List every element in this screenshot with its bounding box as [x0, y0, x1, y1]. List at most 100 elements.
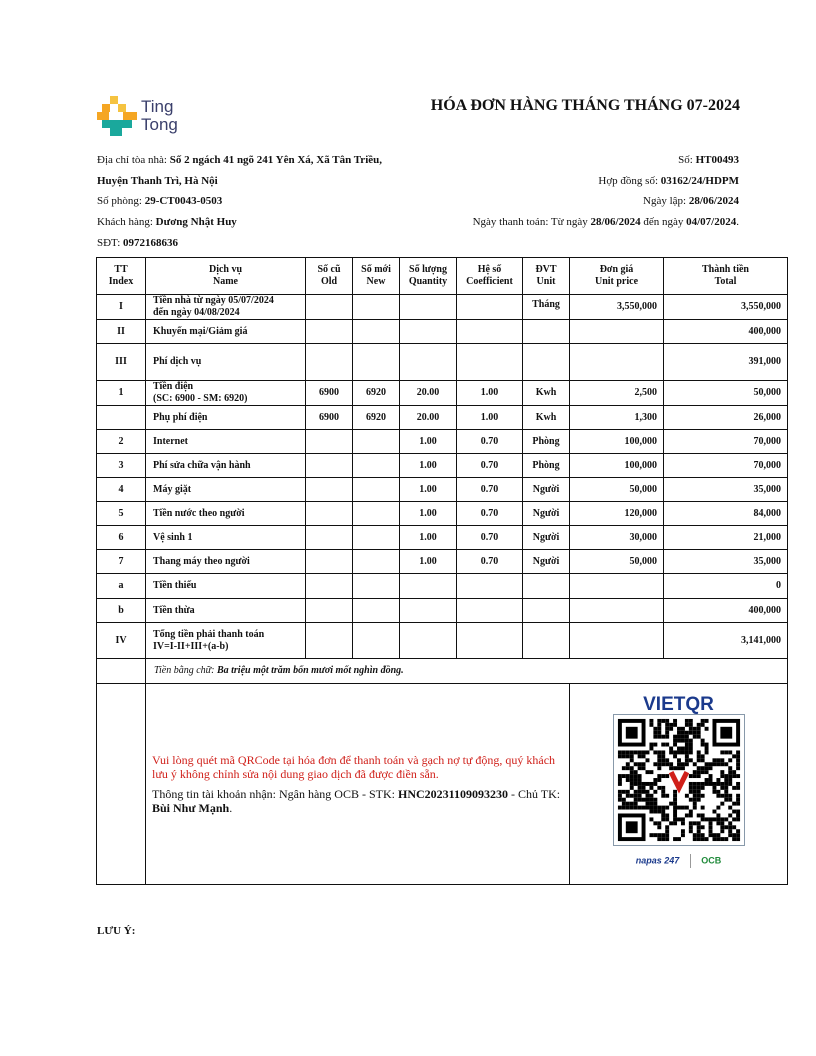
table-cell — [305, 319, 353, 344]
words-value: Ba triệu một trăm bốn mươi mốt nghìn đồn… — [216, 665, 404, 676]
room-value: 29-CT0043-0503 — [144, 195, 223, 207]
table-cell — [399, 294, 457, 320]
words-label: Tiền bằng chữ: — [154, 665, 217, 676]
period: . — [736, 216, 739, 228]
table-cell — [456, 343, 523, 381]
label: Hợp đồng số: — [598, 175, 661, 187]
table-cell — [352, 573, 400, 599]
table-cell: 35,000 — [663, 477, 788, 502]
table-cell — [305, 525, 353, 550]
table-cell — [305, 598, 353, 623]
table-cell: 70,000 — [663, 429, 788, 454]
table-cell: 120,000 — [569, 501, 664, 526]
table-cell: Phòng — [522, 429, 570, 454]
table-cell — [456, 573, 523, 599]
table-cell: 391,000 — [663, 343, 788, 381]
table-cell — [352, 453, 400, 478]
table-row: 4 Máy giặt 1.00 0.70 Người 50,000 35,000 — [96, 477, 788, 502]
note-heading: LƯU Ý: — [97, 925, 136, 937]
table-cell: 20.00 — [399, 405, 457, 430]
table-cell — [399, 319, 457, 344]
table-cell — [569, 343, 664, 381]
table-cell: Khuyến mại/Giảm giá — [145, 319, 306, 344]
table-cell — [399, 622, 457, 659]
table-cell: I — [96, 294, 146, 320]
table-cell: 0.70 — [456, 501, 523, 526]
table-cell: Tiền nhà từ ngày 05/07/2024 đến ngày 04/… — [145, 294, 306, 320]
table-cell — [456, 319, 523, 344]
divider — [689, 853, 691, 868]
label: - Chủ TK: — [508, 787, 561, 801]
table-row: b Tiền thừa 400,000 — [96, 598, 788, 623]
payment-row: Vui lòng quét mã QRCode tại hóa đơn để t… — [96, 683, 788, 885]
table-cell: Internet — [145, 429, 306, 454]
table-cell — [352, 343, 400, 381]
column-header: Số lượng Quantity — [399, 257, 457, 295]
column-header: Đơn giá Unit price — [569, 257, 664, 295]
table-cell: 1.00 — [456, 380, 523, 406]
table-cell: 100,000 — [569, 453, 664, 478]
invoice-number: HT00493 — [695, 154, 739, 166]
qr-code[interactable] — [612, 713, 745, 846]
table-cell: II — [96, 319, 146, 344]
table-cell — [305, 453, 353, 478]
logo-text-1: Ting — [141, 97, 174, 116]
table-cell: 1.00 — [456, 405, 523, 430]
table-cell — [569, 622, 664, 659]
table-cell: Người — [522, 525, 570, 550]
table-cell: Tiền nước theo người — [145, 501, 306, 526]
phone-value: 0972168636 — [123, 237, 179, 249]
table-cell — [399, 573, 457, 599]
table-cell — [96, 405, 146, 430]
created-date: 28/06/2024 — [688, 195, 739, 207]
table-cell — [522, 319, 570, 344]
table-cell: 6920 — [352, 380, 400, 406]
table-cell: Vệ sinh 1 — [145, 525, 306, 550]
table-cell: 70,000 — [663, 453, 788, 478]
table-cell: 1.00 — [399, 501, 457, 526]
table-cell: 4 — [96, 477, 146, 502]
invoice-title: HÓA ĐƠN HÀNG THÁNG THÁNG 07-2024 — [430, 97, 740, 114]
table-cell: 30,000 — [569, 525, 664, 550]
invoice-table: TT Index Dịch vụ Name Số cũ Old Số mới New Số lư… — [96, 257, 788, 885]
table-cell: Kwh — [522, 380, 570, 406]
logo-mark-icon — [97, 96, 137, 136]
contract-number: 03162/24/HDPM — [660, 175, 739, 187]
table-cell: 0.70 — [456, 453, 523, 478]
table-cell: 1.00 — [399, 429, 457, 454]
table-cell: 3 — [96, 453, 146, 478]
label: đến ngày — [640, 216, 687, 228]
period: . — [229, 801, 233, 815]
table-cell: 50,000 — [663, 380, 788, 406]
label: Địa chỉ tòa nhà: — [97, 154, 170, 166]
table-cell: 2 — [96, 429, 146, 454]
address-line: Địa chỉ tòa nhà: Số 2 ngách 41 ngõ 241 Y… — [97, 153, 382, 167]
table-cell: 0 — [663, 573, 788, 599]
table-row: 5 Tiền nước theo người 1.00 0.70 Người 120,00… — [96, 501, 788, 526]
table-cell — [305, 429, 353, 454]
table-cell: 1.00 — [399, 549, 457, 574]
table-cell — [305, 343, 353, 381]
table-cell — [305, 549, 353, 574]
column-header: Số cũ Old — [305, 257, 353, 295]
label: Ngày thanh toán: Từ ngày — [472, 216, 591, 228]
table-cell — [352, 525, 400, 550]
logo-text-2: Tong — [141, 115, 178, 134]
table-cell: 400,000 — [663, 319, 788, 344]
table-cell — [305, 501, 353, 526]
table-row: I Tiền nhà từ ngày 05/07/2024 đến ngày 04… — [96, 294, 788, 320]
table-cell: III — [96, 343, 146, 381]
column-header: TT Index — [96, 257, 146, 295]
table-cell — [399, 598, 457, 623]
table-cell — [399, 343, 457, 381]
table-cell: 3,550,000 — [663, 294, 788, 320]
column-header: Số mới New — [352, 257, 400, 295]
table-cell: 6900 — [305, 405, 353, 430]
table-cell: 3,550,000 — [569, 294, 664, 320]
label: Ngày lập: — [643, 195, 689, 207]
table-cell: Người — [522, 549, 570, 574]
table-cell: 6920 — [352, 405, 400, 430]
table-cell — [456, 622, 523, 659]
label: Khách hàng: — [97, 216, 156, 228]
table-cell — [456, 294, 523, 320]
